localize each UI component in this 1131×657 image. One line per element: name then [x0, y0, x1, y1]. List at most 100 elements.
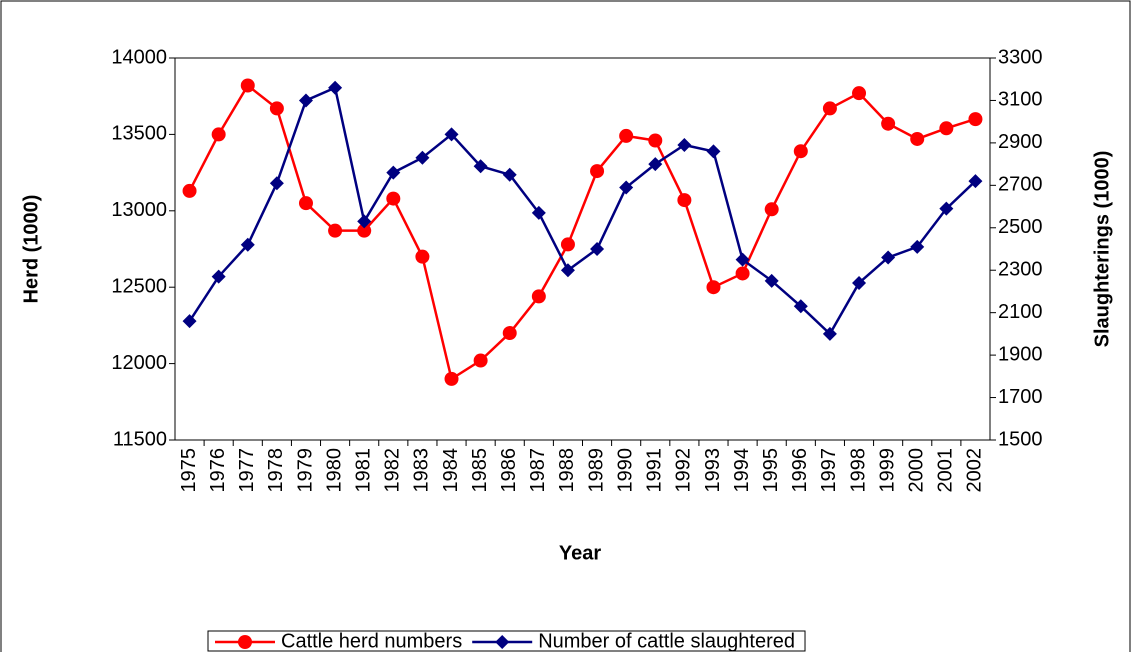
- x-tick-label: 1980: [323, 448, 345, 493]
- data-point: [211, 127, 226, 142]
- data-point: [386, 165, 401, 180]
- data-point: [211, 269, 226, 284]
- data-point: [648, 157, 663, 172]
- x-tick-label: 1993: [702, 448, 724, 493]
- data-point: [328, 223, 343, 238]
- y2-tick-label: 2100: [998, 301, 1043, 323]
- data-point: [386, 191, 401, 206]
- data-point: [444, 127, 459, 142]
- data-point: [502, 326, 517, 341]
- data-point: [910, 131, 925, 146]
- legend-marker: [495, 635, 510, 649]
- x-tick-label: 1982: [382, 448, 404, 493]
- data-point: [619, 128, 634, 143]
- x-tick-label: 1983: [411, 448, 433, 493]
- data-point: [881, 116, 896, 131]
- data-point: [677, 138, 692, 153]
- data-point: [444, 371, 459, 386]
- x-tick-label: 1997: [818, 448, 840, 493]
- x-tick-label: 2002: [964, 448, 986, 493]
- data-point: [852, 275, 867, 290]
- data-point: [939, 201, 954, 216]
- data-point: [852, 86, 867, 101]
- x-tick-label: 1987: [527, 448, 549, 493]
- data-point: [240, 237, 255, 252]
- data-point: [560, 237, 575, 252]
- data-point: [735, 252, 750, 267]
- x-tick-label: 1986: [498, 448, 520, 493]
- x-tick-label: 1981: [352, 448, 374, 493]
- data-point: [910, 239, 925, 254]
- data-point: [822, 101, 837, 116]
- x-axis-title: Year: [559, 542, 601, 564]
- x-tick-label: 1977: [236, 448, 258, 493]
- data-point: [764, 273, 779, 288]
- series-line: [188, 83, 976, 381]
- x-tick-label: 1999: [876, 448, 898, 493]
- x-tick-label: 1998: [847, 448, 869, 493]
- legend-label: Cattle herd numbers: [281, 630, 462, 652]
- data-point: [648, 133, 663, 148]
- y2-tick-label: 1500: [998, 428, 1043, 450]
- data-point: [531, 289, 546, 304]
- data-point: [269, 176, 284, 191]
- y2-tick-label: 2900: [998, 131, 1043, 153]
- y-tick-label: 13000: [111, 199, 167, 221]
- y2-tick-label: 3100: [998, 89, 1043, 111]
- legend-marker: [238, 635, 252, 649]
- data-point: [357, 214, 372, 229]
- x-tick-label: 1992: [673, 448, 695, 493]
- data-point: [269, 101, 284, 116]
- data-point: [182, 314, 197, 329]
- x-tick-label: 1978: [265, 448, 287, 493]
- x-tick-label: 1991: [644, 448, 666, 493]
- x-tick-label: 1985: [469, 448, 491, 493]
- data-point: [328, 80, 343, 95]
- data-point: [735, 266, 750, 281]
- data-point: [619, 180, 634, 195]
- x-tick-label: 1975: [178, 448, 200, 493]
- data-point: [968, 174, 983, 189]
- data-point: [182, 183, 197, 198]
- data-point: [706, 144, 721, 159]
- data-point: [590, 164, 605, 179]
- data-point: [706, 280, 721, 295]
- y2-tick-label: 2700: [998, 174, 1043, 196]
- data-point: [881, 250, 896, 265]
- x-tick-label: 1994: [731, 448, 753, 493]
- x-tick-label: 1995: [760, 448, 782, 493]
- y-axis-title: Herd (1000): [20, 195, 42, 304]
- data-point: [822, 326, 837, 341]
- y2-tick-label: 1900: [998, 343, 1043, 365]
- x-tick-label: 1976: [207, 448, 229, 493]
- y-tick-label: 11500: [113, 428, 167, 450]
- x-tick-label: 1990: [614, 448, 636, 493]
- x-tick-label: 1989: [585, 448, 607, 493]
- data-point: [415, 249, 430, 264]
- data-point: [415, 150, 430, 165]
- data-point: [502, 167, 517, 182]
- data-point: [560, 263, 575, 278]
- data-point: [764, 202, 779, 217]
- x-tick-label: 1996: [789, 448, 811, 493]
- legend-label: Number of cattle slaughtered: [538, 630, 795, 652]
- x-tick-label: 2001: [935, 448, 957, 493]
- data-point: [240, 78, 255, 93]
- y2-tick-label: 2500: [998, 216, 1043, 238]
- y-tick-label: 14000: [111, 46, 167, 68]
- x-tick-label: 1979: [294, 448, 316, 493]
- data-point: [968, 112, 983, 127]
- series-line: [188, 85, 977, 336]
- data-point: [939, 121, 954, 136]
- y2-tick-label: 3300: [998, 46, 1043, 68]
- y2-axis-title: Slaughterings (1000): [1091, 151, 1113, 348]
- data-point: [473, 159, 488, 174]
- data-point: [531, 205, 546, 220]
- y-tick-label: 13500: [111, 123, 167, 145]
- y2-tick-label: 1700: [998, 386, 1043, 408]
- data-point: [298, 93, 313, 108]
- y-tick-label: 12500: [111, 275, 167, 297]
- data-point: [473, 353, 488, 368]
